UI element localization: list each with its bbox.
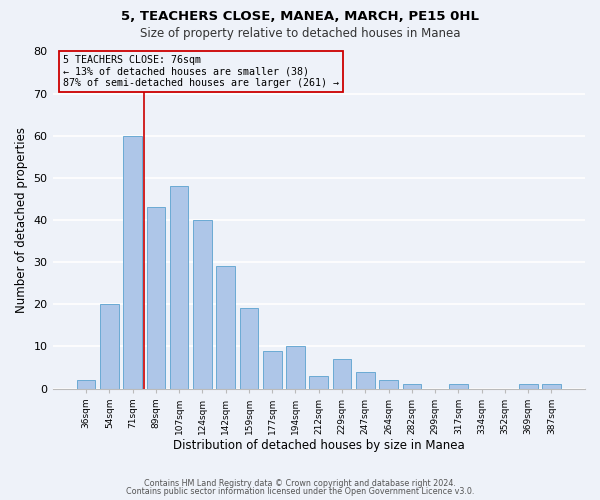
Bar <box>333 359 352 388</box>
Bar <box>146 208 165 388</box>
Bar <box>286 346 305 389</box>
Text: Contains HM Land Registry data © Crown copyright and database right 2024.: Contains HM Land Registry data © Crown c… <box>144 478 456 488</box>
Bar <box>193 220 212 388</box>
X-axis label: Distribution of detached houses by size in Manea: Distribution of detached houses by size … <box>173 440 464 452</box>
Bar <box>519 384 538 388</box>
Bar <box>100 304 119 388</box>
Bar <box>356 372 374 388</box>
Bar <box>449 384 468 388</box>
Bar <box>217 266 235 388</box>
Text: Size of property relative to detached houses in Manea: Size of property relative to detached ho… <box>140 28 460 40</box>
Bar <box>403 384 421 388</box>
Bar <box>542 384 561 388</box>
Bar <box>239 308 258 388</box>
Bar <box>77 380 95 388</box>
Bar <box>263 350 281 389</box>
Text: Contains public sector information licensed under the Open Government Licence v3: Contains public sector information licen… <box>126 487 474 496</box>
Bar <box>310 376 328 388</box>
Text: 5, TEACHERS CLOSE, MANEA, MARCH, PE15 0HL: 5, TEACHERS CLOSE, MANEA, MARCH, PE15 0H… <box>121 10 479 23</box>
Bar <box>170 186 188 388</box>
Text: 5 TEACHERS CLOSE: 76sqm
← 13% of detached houses are smaller (38)
87% of semi-de: 5 TEACHERS CLOSE: 76sqm ← 13% of detache… <box>63 55 339 88</box>
Bar <box>379 380 398 388</box>
Bar <box>123 136 142 388</box>
Y-axis label: Number of detached properties: Number of detached properties <box>15 127 28 313</box>
